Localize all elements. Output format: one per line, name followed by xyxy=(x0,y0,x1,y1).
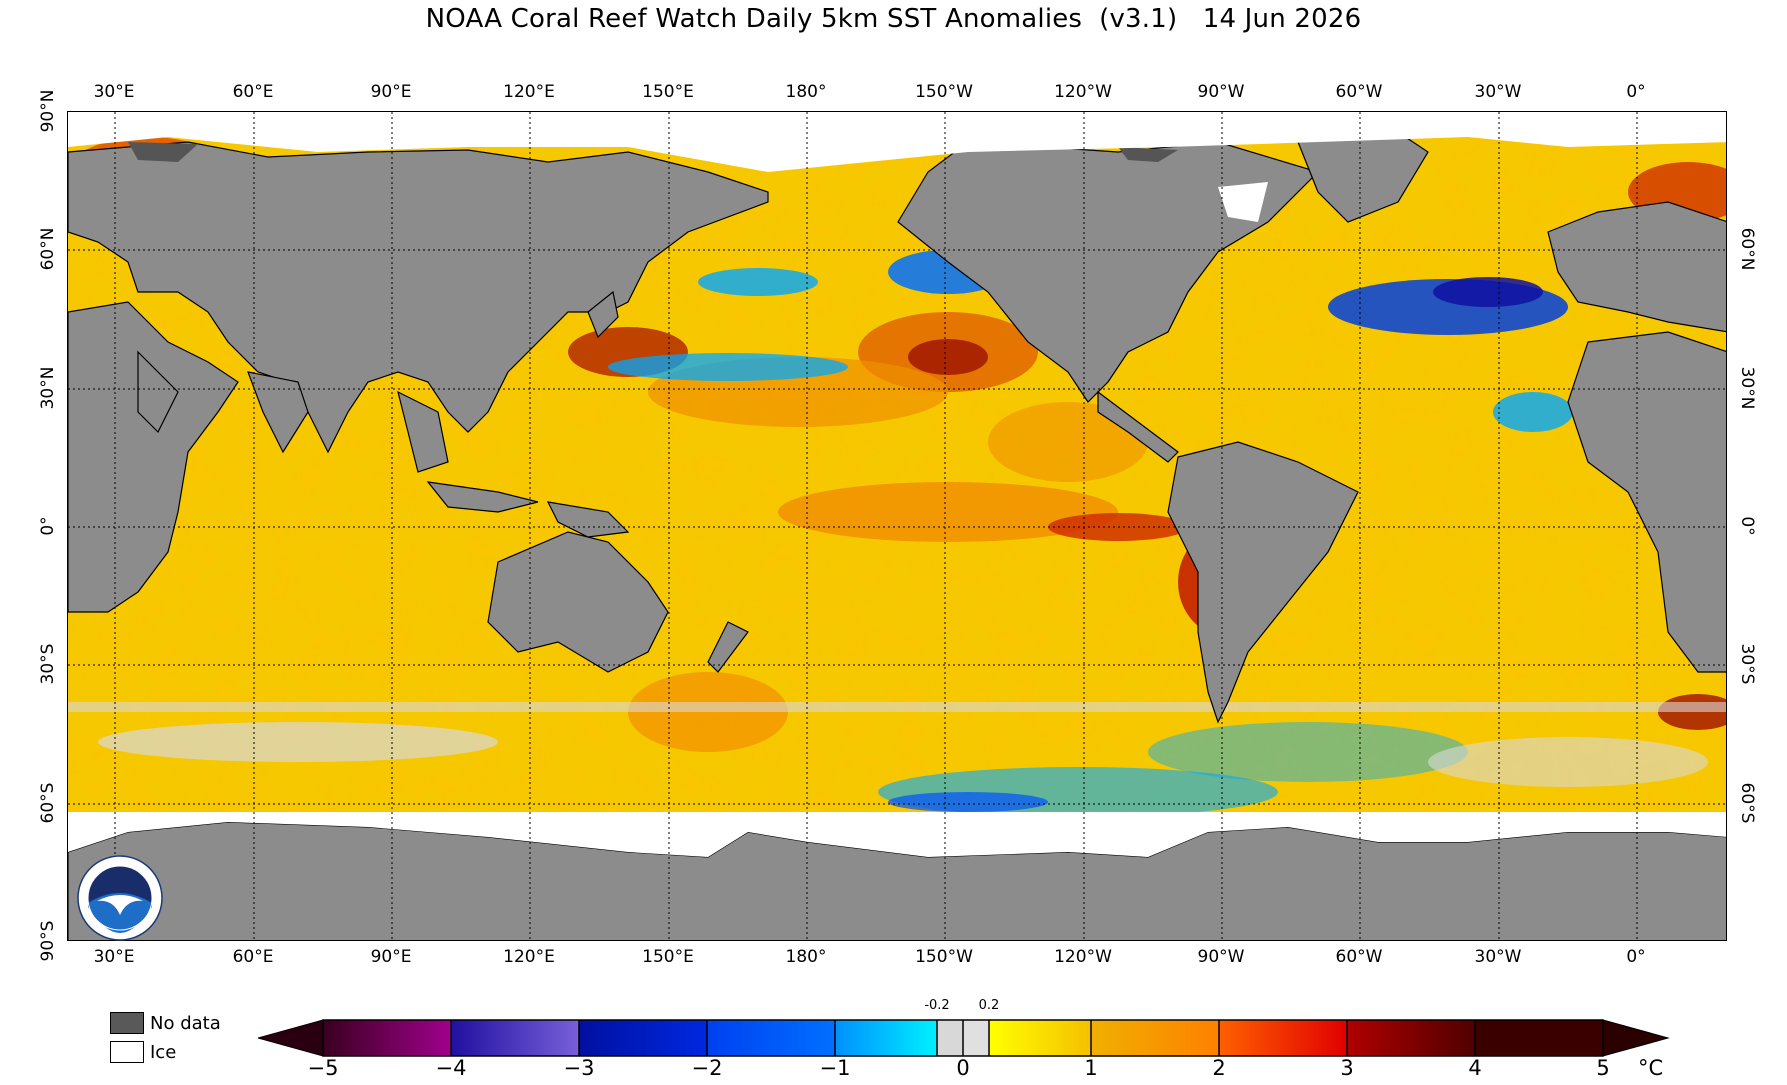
colorbar-tick: −3 xyxy=(563,1056,595,1080)
bottom-lon-label: 30°E xyxy=(93,947,135,967)
ice-label: Ice xyxy=(150,1041,177,1063)
noaa-logo xyxy=(77,855,163,941)
legend-ice: Ice xyxy=(110,1041,176,1063)
left-lat-label: 30°S xyxy=(38,643,58,685)
japan xyxy=(587,290,619,339)
indonesia xyxy=(426,481,539,513)
no-data-swatch xyxy=(110,1012,144,1034)
colorbar-tick: 0 xyxy=(956,1056,970,1080)
sst-anomaly-map xyxy=(67,111,1727,941)
colorbar xyxy=(258,1019,1670,1057)
right-lat-label: 30°S xyxy=(1737,643,1757,685)
top-lon-label: 60°E xyxy=(232,82,274,102)
top-lon-label: 30°W xyxy=(1474,82,1522,102)
no-data-areas xyxy=(128,142,1178,162)
eurasia xyxy=(68,141,769,454)
top-lon-label: 180° xyxy=(785,82,827,102)
bottom-lon-label: 150°W xyxy=(915,947,973,967)
africa-east xyxy=(68,301,239,613)
right-lat-label: 60°N xyxy=(1737,227,1757,271)
colorbar-tick: 3 xyxy=(1340,1056,1354,1080)
bottom-lon-label: 120°W xyxy=(1054,947,1112,967)
colorbar-tick: −4 xyxy=(435,1056,467,1080)
new-zealand xyxy=(707,621,749,673)
colorbar-tick: 5 xyxy=(1596,1056,1610,1080)
map-title: NOAA Coral Reef Watch Daily 5km SST Anom… xyxy=(425,4,1362,34)
no-data-label: No data xyxy=(150,1012,221,1034)
arabia xyxy=(137,350,179,434)
bottom-lon-label: 60°E xyxy=(232,947,274,967)
bottom-lon-label: 30°W xyxy=(1474,947,1522,967)
bottom-lon-label: 0° xyxy=(1626,947,1646,967)
top-lon-label: 90°E xyxy=(370,82,412,102)
left-lat-label: 30°N xyxy=(38,366,58,410)
left-lat-label: 60°N xyxy=(38,227,58,271)
top-lon-label: 150°W xyxy=(915,82,973,102)
colorbar-low-arrow xyxy=(258,1019,324,1057)
top-lon-label: 90°W xyxy=(1197,82,1245,102)
right-lat-label: 30°N xyxy=(1737,366,1757,410)
top-lon-label: 120°W xyxy=(1054,82,1112,102)
land-masses xyxy=(68,131,1726,940)
legend-no-data: No data xyxy=(110,1012,221,1034)
left-lat-label: 60°S xyxy=(38,782,58,824)
colorbar-tick: −1 xyxy=(819,1056,851,1080)
right-lat-label: 60°S xyxy=(1737,782,1757,824)
top-lon-label: 0° xyxy=(1626,82,1646,102)
colorbar-tick: 1 xyxy=(1084,1056,1098,1080)
ice-swatch xyxy=(110,1041,144,1063)
india xyxy=(247,371,309,454)
bottom-lon-label: 120°E xyxy=(503,947,555,967)
colorbar-tick: −2 xyxy=(691,1056,723,1080)
se-asia xyxy=(397,390,449,473)
bottom-lon-label: 60°W xyxy=(1335,947,1383,967)
graticule xyxy=(68,112,1726,940)
left-lat-label: 90°N xyxy=(38,89,58,133)
north-america xyxy=(897,141,1320,403)
top-lon-label: 120°E xyxy=(503,82,555,102)
colorbar-small-tick: 0.2 xyxy=(978,998,1000,1013)
south-america xyxy=(1167,441,1359,724)
right-lat-label: 0° xyxy=(1737,516,1757,536)
bottom-lon-label: 180° xyxy=(785,947,827,967)
europe xyxy=(1547,201,1726,333)
bottom-lon-label: 90°E xyxy=(370,947,412,967)
top-lon-label: 30°E xyxy=(93,82,135,102)
central-america xyxy=(1097,390,1179,463)
colorbar-tick: 4 xyxy=(1468,1056,1482,1080)
sea-ice xyxy=(68,112,1726,857)
top-lon-label: 60°W xyxy=(1335,82,1383,102)
left-lat-label: 90°S xyxy=(38,920,58,962)
bottom-lon-label: 90°W xyxy=(1197,947,1245,967)
top-lon-label: 150°E xyxy=(642,82,694,102)
colorbar-tick: −5 xyxy=(307,1056,339,1080)
africa-west xyxy=(1567,331,1726,673)
colorbar-high-arrow xyxy=(1602,1019,1670,1057)
colorbar-unit: °C xyxy=(1638,1056,1664,1080)
colorbar-small-tick: -0.2 xyxy=(924,998,950,1013)
map-canvas xyxy=(68,112,1726,940)
new-guinea xyxy=(546,501,630,538)
australia xyxy=(487,531,669,673)
colorbar-tick: 2 xyxy=(1212,1056,1226,1080)
bottom-lon-label: 150°E xyxy=(642,947,694,967)
left-lat-label: 0° xyxy=(38,516,58,536)
